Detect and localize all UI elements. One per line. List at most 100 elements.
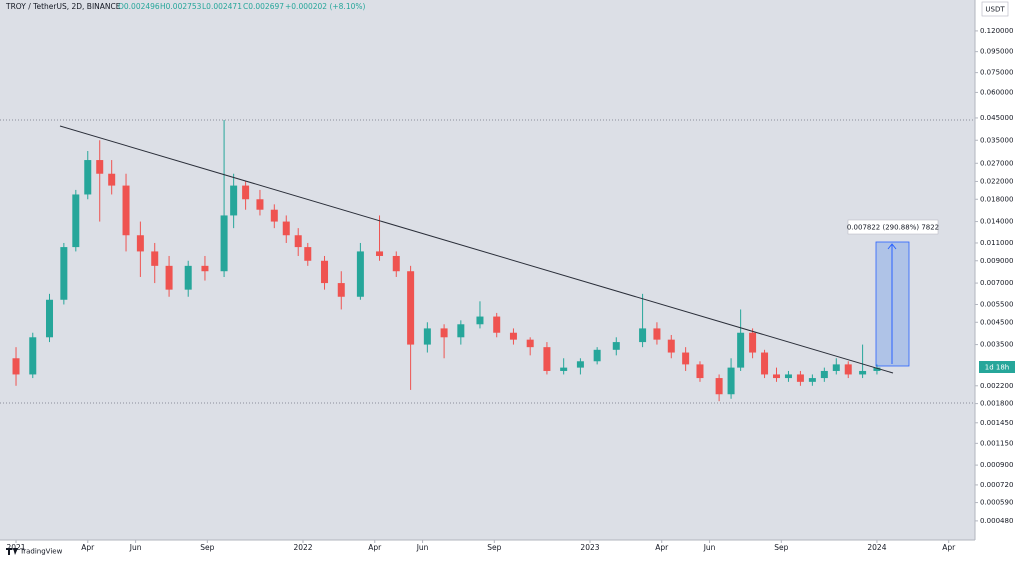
- y-tick-label: 0.003500: [980, 341, 1013, 349]
- x-tick-label: Jun: [416, 543, 429, 552]
- candle-body: [560, 367, 568, 371]
- y-tick-label: 0.095000: [980, 48, 1013, 56]
- candle-body: [12, 358, 20, 375]
- candle-body: [784, 374, 792, 379]
- candles: [12, 119, 881, 402]
- candle-body: [808, 378, 816, 382]
- candle-body: [493, 316, 501, 333]
- candle-body: [761, 352, 769, 375]
- plot-background: [0, 0, 975, 540]
- countdown: 1d 18h: [985, 364, 1009, 372]
- candle-body: [682, 352, 690, 365]
- candle-body: [612, 342, 620, 350]
- candle-body: [230, 185, 238, 216]
- candle-body: [576, 361, 584, 368]
- candle-body: [122, 185, 130, 236]
- candle-body: [593, 349, 601, 362]
- candle-body: [184, 265, 192, 290]
- candle-body: [72, 194, 80, 248]
- x-tick-label: Sep: [487, 543, 501, 552]
- candle-body: [304, 247, 312, 261]
- y-tick-label: 0.002200: [980, 382, 1013, 390]
- currency: USDT: [985, 6, 1005, 14]
- candle-body: [356, 251, 364, 297]
- y-tick-label: 0.000720: [980, 481, 1013, 489]
- x-tick-label: Sep: [774, 543, 788, 552]
- candle-body: [201, 265, 209, 272]
- y-tick-label: 0.022000: [980, 177, 1013, 185]
- candle-body: [832, 364, 840, 371]
- y-tick-label: 0.005500: [980, 300, 1013, 308]
- candle-body: [270, 209, 278, 222]
- ohlc-high: H0.002753: [160, 2, 202, 11]
- candle-body: [108, 173, 116, 186]
- candle-body: [84, 160, 92, 195]
- candle-body: [737, 332, 745, 368]
- candle-body: [526, 339, 534, 348]
- y-tick-label: 0.018000: [980, 195, 1013, 203]
- x-tick-label: Apr: [942, 543, 956, 552]
- measure-label: 0.007822 (290.88%) 7822: [847, 224, 939, 232]
- x-tick-label: 2023: [580, 543, 599, 552]
- brand-logo: [6, 548, 18, 555]
- candle-body: [242, 185, 250, 200]
- candle-body: [256, 199, 264, 210]
- y-tick-label: 0.000590: [980, 499, 1013, 507]
- candle-body: [337, 283, 345, 297]
- candle-body: [440, 328, 448, 338]
- ohlc-low: L0.002471: [202, 2, 242, 11]
- x-tick-label: 2022: [293, 543, 312, 552]
- y-tick-label: 0.014000: [980, 218, 1013, 226]
- candle-body: [29, 337, 37, 375]
- x-tick-label: Apr: [368, 543, 382, 552]
- candle-body: [457, 324, 465, 338]
- price-axis: [975, 0, 1024, 540]
- candle-body: [749, 332, 757, 353]
- y-tick-label: 0.060000: [980, 88, 1013, 96]
- x-tick-label: 2024: [867, 543, 886, 552]
- candle-body: [60, 247, 68, 300]
- candle-body: [321, 260, 329, 284]
- y-tick-label: 0.007000: [980, 279, 1013, 287]
- y-tick-label: 0.027000: [980, 159, 1013, 167]
- x-tick-label: 2021: [6, 543, 25, 552]
- candle-body: [96, 160, 104, 174]
- currency-box: [981, 1, 1009, 17]
- candle-body: [639, 328, 647, 343]
- y-tick-label: 0.004500: [980, 318, 1013, 326]
- candle-body: [844, 364, 852, 375]
- candle-body: [423, 328, 431, 345]
- ohlc-close: C0.002697: [243, 2, 284, 11]
- candle-body: [282, 221, 290, 236]
- ohlc-open: O0.002496: [118, 2, 160, 11]
- candle-body: [476, 316, 484, 325]
- candle-body: [873, 367, 881, 371]
- x-tick-label: Jun: [703, 543, 716, 552]
- candle-body: [696, 364, 704, 379]
- y-tick-label: 0.001150: [980, 439, 1013, 447]
- y-tick-label: 0.075000: [980, 69, 1013, 77]
- symbol: TROY / TetherUS, 2D, BINANCE: [5, 2, 121, 11]
- measure-label-box: [847, 219, 939, 235]
- candle-body: [859, 370, 867, 375]
- ohlc-change: +0.000202 (+8.10%): [285, 2, 365, 11]
- y-tick-label: 0.011000: [980, 239, 1013, 247]
- candle-body: [151, 251, 159, 266]
- trendline: [59, 125, 894, 374]
- candle-body: [727, 367, 735, 395]
- candle-body: [294, 235, 302, 248]
- candle-body: [715, 378, 723, 395]
- y-tick-label: 0.001800: [980, 400, 1013, 408]
- candle-body: [165, 265, 173, 290]
- candle-body: [820, 370, 828, 379]
- candle-body: [407, 271, 415, 345]
- candle-body: [376, 251, 384, 256]
- candle-body: [653, 328, 661, 340]
- y-tick-label: 0.000480: [980, 517, 1013, 525]
- candle-body: [509, 332, 517, 340]
- y-tick-label: 0.035000: [980, 136, 1013, 144]
- candle-body: [667, 339, 675, 353]
- x-tick-label: Apr: [81, 543, 95, 552]
- candle-body: [220, 215, 228, 272]
